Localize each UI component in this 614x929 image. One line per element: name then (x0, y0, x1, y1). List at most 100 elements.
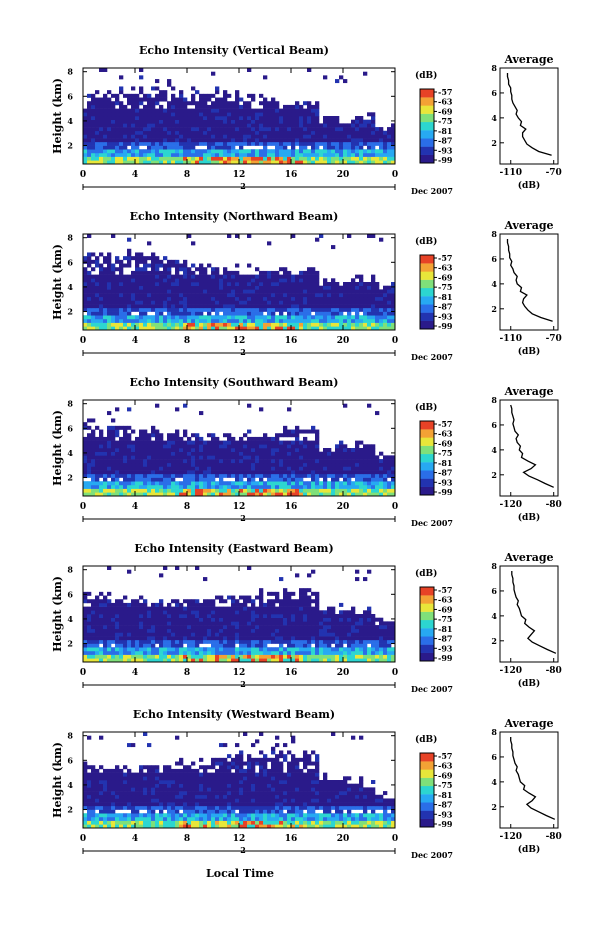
heatmap-cell (259, 289, 264, 294)
heatmap-cell (135, 647, 140, 652)
heatmap-cell (267, 138, 272, 143)
heatmap-cell (131, 123, 136, 128)
heatmap-cell (235, 636, 240, 641)
heatmap-cell (227, 274, 232, 279)
heatmap-cell (247, 149, 252, 154)
heatmap-cell (159, 270, 164, 275)
heatmap-cell (199, 101, 204, 106)
heatmap-cell (143, 433, 148, 438)
heatmap-cell (387, 293, 392, 298)
heatmap-cell (271, 477, 276, 482)
heatmap-cell (307, 134, 312, 139)
heatmap-cell (111, 134, 116, 139)
heatmap-cell (199, 470, 204, 475)
heatmap-cell (363, 141, 368, 146)
heatmap-cell (155, 285, 160, 290)
heatmap-cell (355, 628, 360, 633)
heatmap-cell (163, 267, 168, 272)
heatmap-cell (227, 145, 232, 150)
heatmap-cell (131, 130, 136, 135)
heatmap-cell (343, 156, 348, 161)
heatmap-cell (375, 289, 380, 294)
heatmap-cell (167, 318, 172, 323)
heatmap-cell (207, 448, 212, 452)
heatmap-cell (119, 304, 124, 309)
profile-frame (499, 399, 559, 497)
heatmap-cell (203, 300, 208, 305)
heatmap-cell (187, 311, 192, 316)
heatmap-cell (127, 617, 132, 622)
heatmap-cell (107, 296, 112, 301)
heatmap-cell (123, 628, 128, 633)
heatmap-cell (247, 643, 252, 648)
heatmap-cell (339, 621, 344, 626)
heatmap-cell (347, 289, 352, 294)
heatmap-cell (359, 116, 364, 120)
panel-3: Echo Intensity (Eastward Beam)2468Height… (51, 542, 562, 694)
heatmap-cell (99, 462, 104, 467)
heatmap-cell (267, 289, 272, 294)
heatmap-cell (95, 617, 100, 622)
heatmap-cell (163, 160, 168, 165)
heatmap-cell (215, 289, 220, 294)
heatmap-cell (215, 86, 220, 91)
heatmap-cell (367, 326, 372, 331)
heatmap-cell (175, 639, 180, 644)
heatmap-cell (99, 112, 104, 117)
heatmap-cell (199, 141, 204, 146)
heatmap-cell (175, 407, 180, 412)
heatmap-cell (343, 647, 348, 652)
heatmap-cell (379, 470, 384, 475)
profile-x-label: (dB) (518, 346, 540, 357)
heatmap-cell (255, 123, 260, 128)
heatmap-cell (367, 130, 372, 135)
heatmap-cell (143, 440, 148, 445)
heatmap-cell (87, 318, 92, 323)
heatmap-cell (287, 448, 292, 452)
heatmap-cell (151, 289, 156, 294)
heatmap-cell (303, 152, 308, 157)
heatmap-cell (287, 127, 292, 132)
heatmap-cell (159, 466, 164, 471)
heatmap-cell (151, 628, 156, 633)
heatmap-cell (327, 654, 332, 659)
heatmap-cell (199, 477, 204, 482)
heatmap-cell (127, 650, 132, 655)
heatmap-cell (375, 315, 380, 320)
heatmap-cell (387, 647, 392, 652)
heatmap-cell (359, 141, 364, 146)
heatmap-cell (219, 470, 224, 475)
heatmap-cell (171, 315, 176, 320)
heatmap-cell (319, 451, 324, 456)
heatmap-cell (371, 628, 376, 633)
heatmap-cell (99, 326, 104, 331)
heatmap-cell (391, 481, 396, 486)
heatmap-cell (131, 318, 136, 323)
heatmap-cell (327, 628, 332, 633)
heatmap-cell (119, 322, 124, 327)
heatmap-cell (127, 492, 132, 497)
heatmap-cell (295, 123, 300, 128)
heatmap-cell (243, 473, 248, 478)
heatmap-cell (207, 263, 212, 268)
heatmap-cell (307, 278, 312, 283)
heatmap-cell (347, 451, 352, 456)
heatmap-cell (335, 636, 340, 641)
heatmap-cell (335, 470, 340, 475)
heatmap-cell (383, 639, 388, 644)
heatmap-cell (123, 492, 128, 497)
heatmap-cell (219, 647, 224, 652)
heatmap-cell (255, 282, 260, 286)
heatmap-cell (271, 160, 276, 165)
heatmap-cell (255, 628, 260, 633)
heatmap-cell (211, 322, 216, 327)
heatmap-cell (303, 621, 308, 626)
heatmap-cell (259, 647, 264, 652)
heatmap-cell (91, 322, 96, 327)
heatmap-cell (231, 318, 236, 323)
heatmap-cell (283, 425, 288, 430)
heatmap-cell (387, 307, 392, 312)
heatmap-cell (91, 444, 96, 449)
heatmap-cell (151, 97, 156, 102)
heatmap-cell (179, 647, 184, 652)
